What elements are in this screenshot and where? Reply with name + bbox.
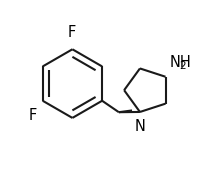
Text: N: N — [134, 119, 145, 134]
Text: F: F — [67, 25, 76, 40]
Text: 2: 2 — [180, 61, 186, 71]
Text: F: F — [29, 108, 37, 123]
Text: NH: NH — [170, 55, 192, 70]
